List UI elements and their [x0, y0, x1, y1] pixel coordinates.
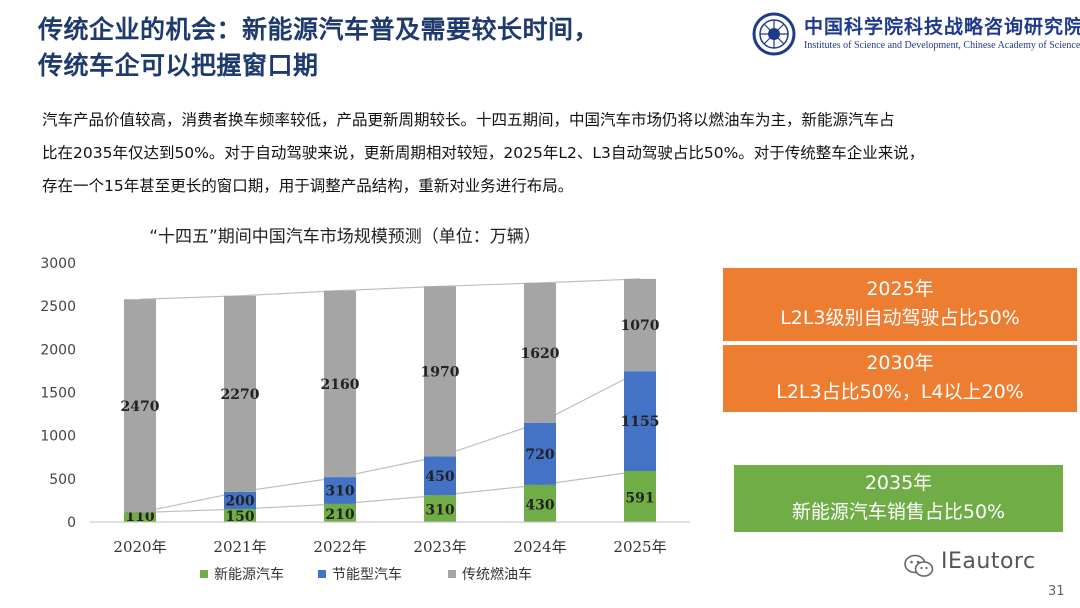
bar-segment	[224, 295, 256, 492]
y-tick-label: 500	[49, 472, 76, 488]
data-label: 591	[625, 490, 654, 506]
callout-2025: 2025年 L2L3级别自动驾驶占比50%	[723, 268, 1077, 341]
data-label: 110	[125, 509, 154, 525]
bar-segment	[424, 286, 456, 457]
callout-text: L2L3占比50%，L4以上20%	[776, 381, 1024, 403]
wechat-icon	[904, 554, 934, 577]
x-tick-label: 2020年	[113, 538, 166, 556]
body-paragraph: 汽车产品价值较高，消费者换车频率较低，产品更新周期较长。十四五期间，中国汽车市场…	[42, 104, 1052, 203]
slide-title-line2: 传统车企可以把握窗口期	[38, 51, 319, 80]
body-line: 汽车产品价值较高，消费者换车频率较低，产品更新周期较长。十四五期间，中国汽车市场…	[42, 111, 895, 129]
logo-chinese-name: 中国科学院科技战略咨询研究院	[804, 16, 1080, 38]
callout-year: 2035年	[864, 472, 933, 494]
y-tick-label: 3000	[40, 256, 76, 272]
legend-label: 新能源汽车	[214, 566, 284, 583]
legend-swatch	[200, 570, 208, 578]
bar-segment	[524, 282, 556, 423]
chart-title: “十四五”期间中国汽车市场规模预测（单位：万辆）	[149, 227, 541, 247]
data-label: 310	[425, 503, 454, 519]
logo-english-name: Institutes of Science and Development, C…	[804, 40, 1080, 51]
legend-swatch	[318, 570, 326, 578]
y-tick-label: 1500	[40, 386, 76, 402]
bar-segment	[624, 371, 656, 471]
data-label: 1620	[521, 346, 560, 362]
data-label: 310	[325, 483, 354, 499]
body-line: 存在一个15年甚至更长的窗口期，用于调整产品结构，重新对业务进行布局。	[42, 177, 574, 195]
legend-label: 传统燃油车	[462, 566, 532, 583]
y-tick-label: 2500	[40, 299, 76, 315]
x-tick-label: 2025年	[613, 538, 666, 556]
data-label: 1970	[421, 364, 460, 380]
data-label: 720	[525, 447, 554, 463]
callout-text: 新能源汽车销售占比50%	[791, 501, 1006, 523]
data-label: 430	[525, 497, 554, 513]
bar-segment	[224, 491, 256, 510]
stacked-bar-chart: “十四五”期间中国汽车市场规模预测（单位：万辆） 0 500 1000 1500 200…	[40, 227, 690, 583]
callout-year: 2030年	[866, 352, 934, 374]
connector-line-2	[139, 278, 641, 300]
data-label: 450	[425, 469, 454, 485]
connector-line-0	[139, 470, 641, 514]
x-tick-label: 2022年	[313, 538, 366, 556]
legend-swatch	[448, 570, 456, 578]
legend-label: 节能型汽车	[332, 566, 402, 583]
bar-segment	[524, 484, 556, 522]
bar-segment	[124, 299, 156, 513]
cas-logo: 中国科学院科技战略咨询研究院 Institutes of Science and…	[752, 10, 1080, 60]
cas-emblem-icon	[752, 12, 796, 56]
callout-text: L2L3级别自动驾驶占比50%	[780, 307, 1020, 329]
bar-segment	[624, 470, 656, 522]
y-tick-label: 2000	[40, 342, 76, 358]
bar-segment	[324, 503, 356, 522]
body-line: 比在2035年仅达到50%。对于自动驾驶来说，更新周期相对较短，2025年L2、…	[42, 144, 925, 162]
bar-segment	[624, 278, 656, 372]
data-label: 1155	[621, 414, 660, 430]
callout-2035: 2035年 新能源汽车销售占比50%	[734, 465, 1063, 532]
watermark-text: IEautorc	[941, 549, 1036, 574]
bar-segment	[424, 495, 456, 522]
slide-title: 传统企业的机会：新能源汽车普及需要较长时间， 传统车企可以把握窗口期	[38, 12, 728, 84]
bar-segment	[424, 456, 456, 496]
connector-line-1	[139, 370, 641, 514]
slide-title-line1: 传统企业的机会：新能源汽车普及需要较长时间，	[38, 15, 600, 44]
callout-year: 2025年	[866, 278, 934, 300]
bar-segment	[324, 477, 356, 504]
y-tick-label: 1000	[40, 429, 76, 445]
data-label: 2270	[221, 387, 260, 403]
data-label: 2470	[121, 399, 160, 415]
bar-segment	[524, 422, 556, 485]
data-label: 200	[225, 493, 254, 509]
data-label: 1070	[621, 318, 660, 334]
bar-segment	[324, 290, 356, 478]
page-number: 31	[1048, 584, 1065, 599]
data-label: 210	[325, 507, 354, 523]
x-tick-label: 2024年	[513, 538, 566, 556]
bar-segment	[224, 509, 256, 522]
x-tick-label: 2023年	[413, 538, 466, 556]
x-tick-label: 2021年	[213, 538, 266, 556]
y-tick-label: 0	[67, 515, 76, 531]
bar-segment	[124, 512, 156, 522]
data-label: 2160	[321, 377, 360, 393]
data-label: 150	[225, 509, 254, 525]
callout-2030: 2030年 L2L3占比50%，L4以上20%	[723, 345, 1077, 412]
